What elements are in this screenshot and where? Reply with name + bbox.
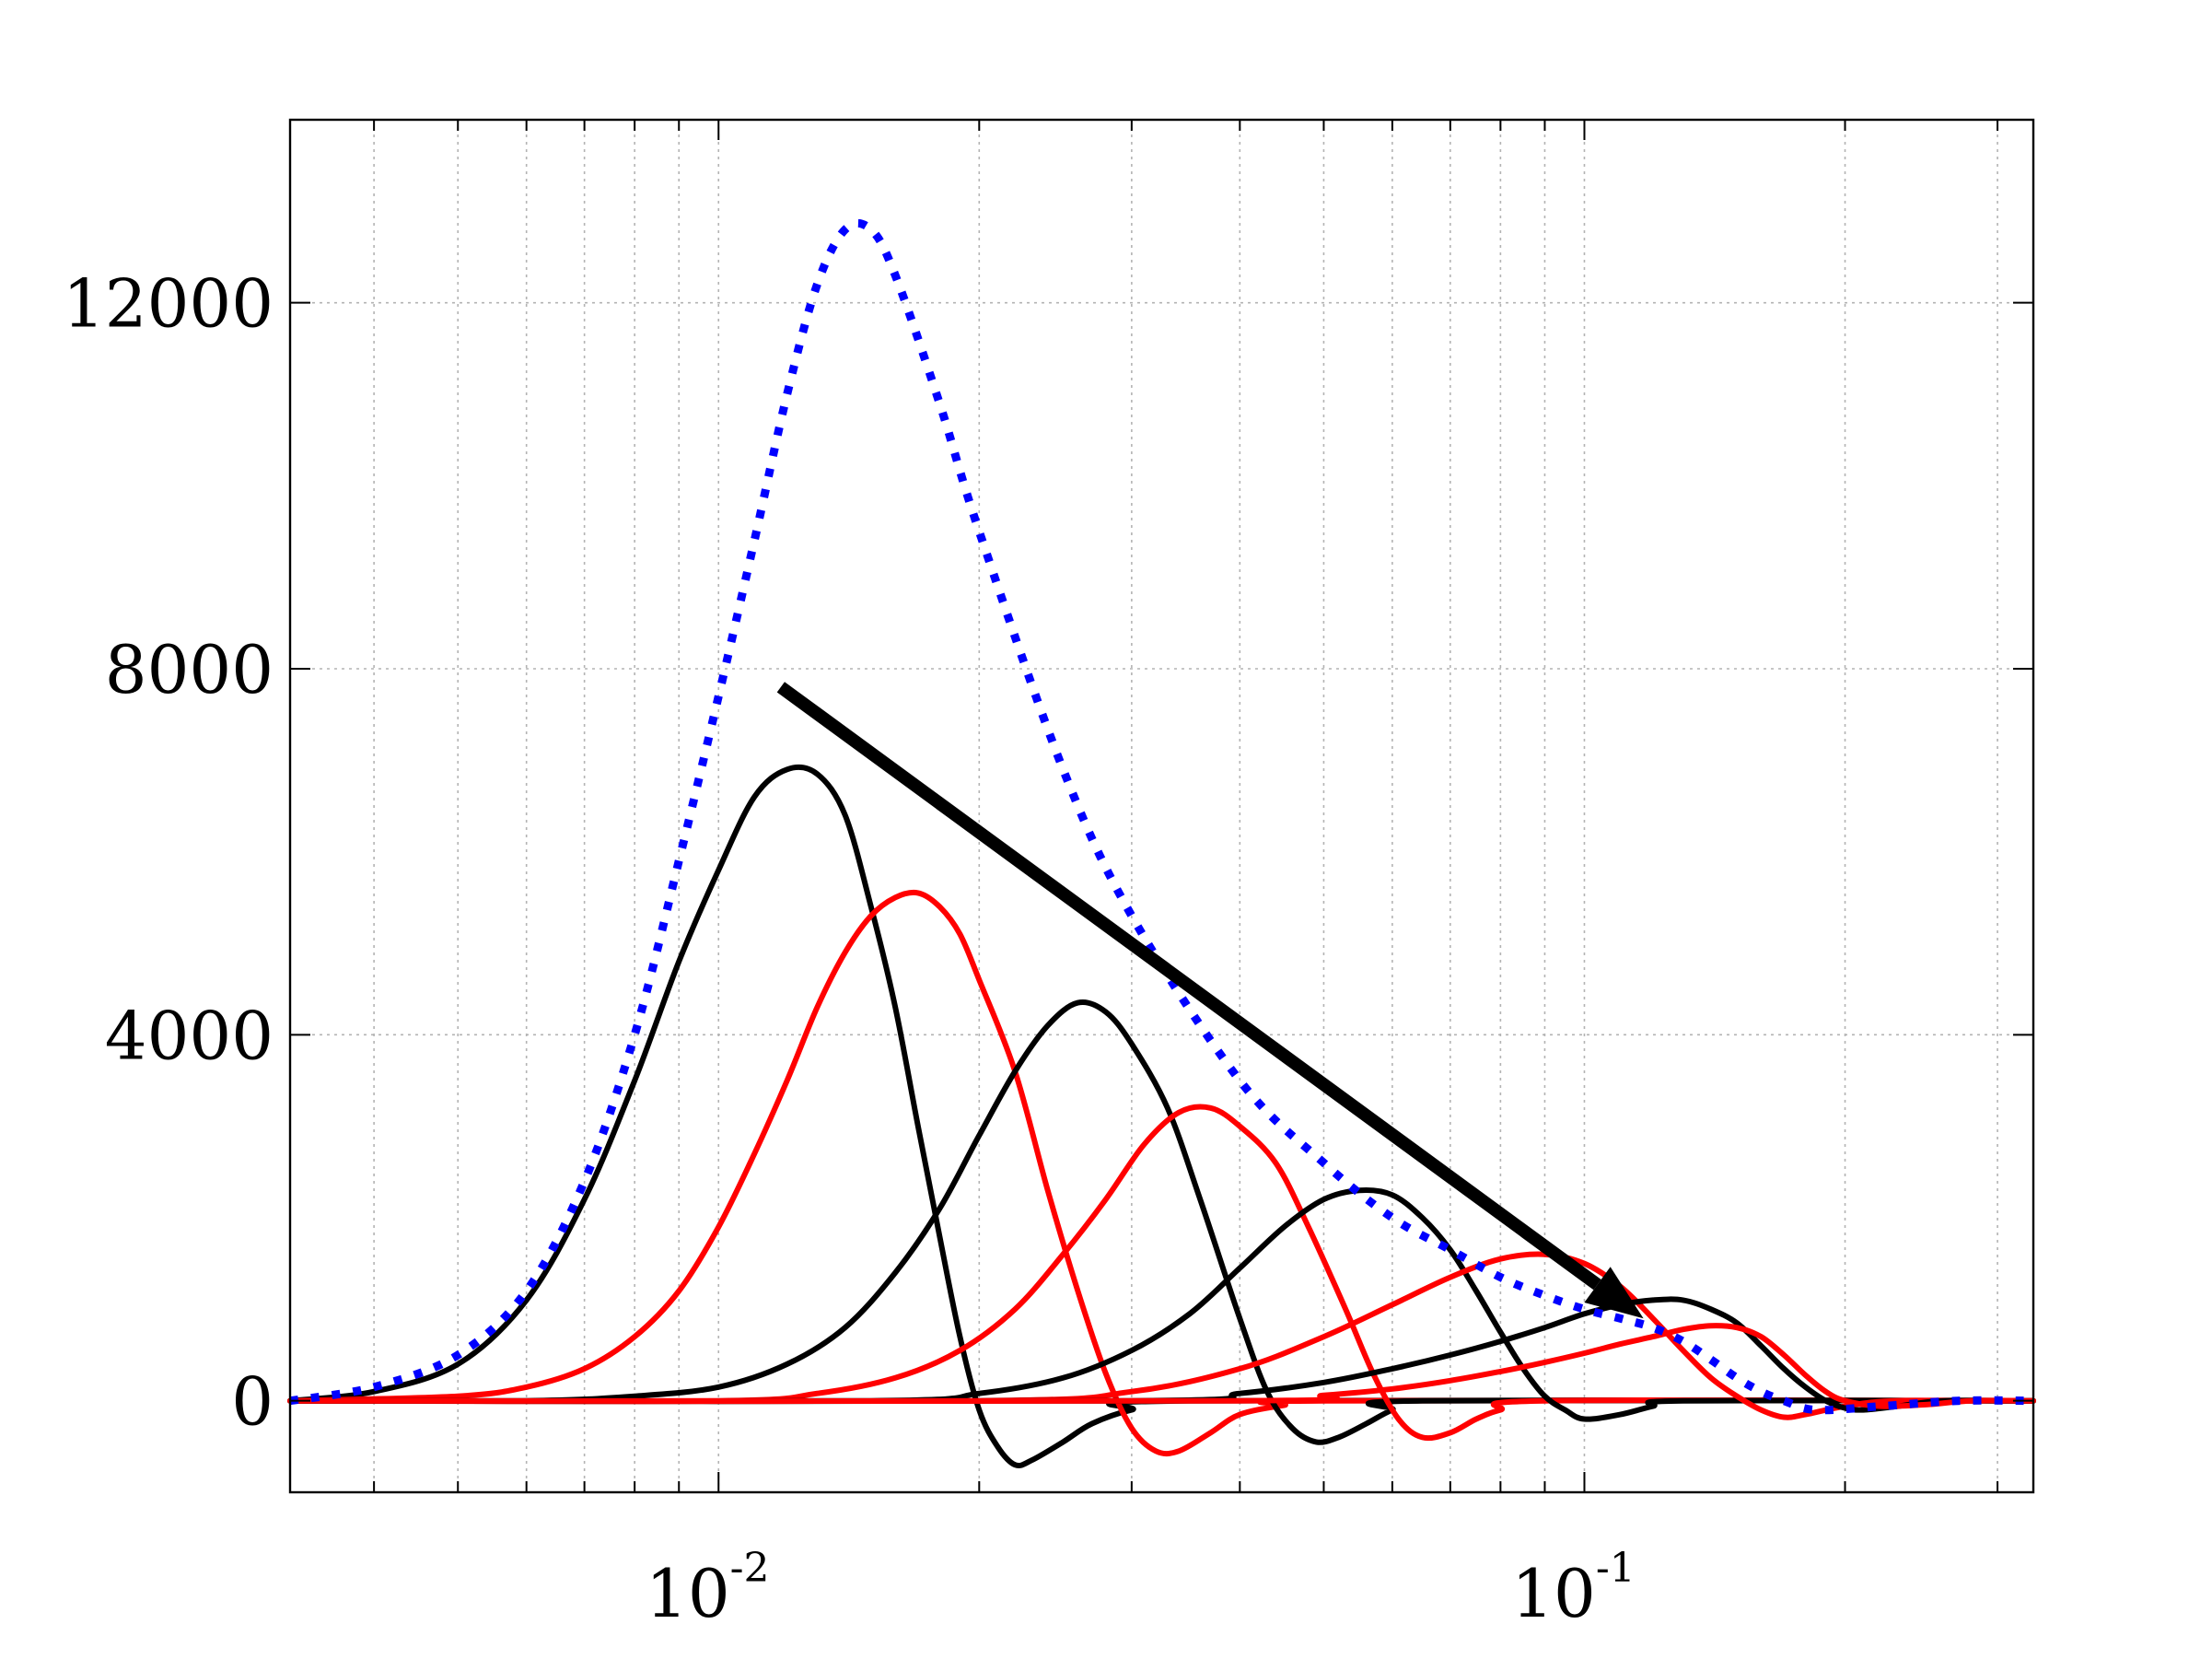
x-tick-label: 10-1 <box>1511 1545 1636 1632</box>
series-line-2 <box>287 889 2036 1457</box>
x-tick-label: 10-2 <box>646 1545 770 1632</box>
series-line-4 <box>287 1104 2036 1442</box>
arrow-head <box>1584 1267 1644 1319</box>
x-tick-label-base: 10 <box>646 1555 730 1632</box>
trend-arrow <box>776 682 1644 1319</box>
y-tick-label: 12000 <box>63 265 274 343</box>
plot-frame <box>288 118 2035 1494</box>
series-line-3 <box>287 999 2036 1445</box>
y-tick-label: 4000 <box>105 997 274 1074</box>
x-tick-label-base: 10 <box>1511 1555 1596 1632</box>
y-tick-label: 8000 <box>105 631 274 708</box>
x-tick-label-exponent: -2 <box>730 1545 770 1592</box>
envelope-line <box>289 218 2034 1415</box>
x-tick-label-exponent: -1 <box>1596 1545 1636 1592</box>
series-line-8 <box>287 1323 2036 1409</box>
y-tick-label: 0 <box>231 1363 274 1441</box>
series-line-1 <box>287 764 2036 1469</box>
axis-ticks <box>290 120 2033 1492</box>
envelope-curve <box>289 218 2034 1415</box>
arrow-shaft <box>776 682 1601 1291</box>
series-line-5 <box>287 1186 2036 1422</box>
